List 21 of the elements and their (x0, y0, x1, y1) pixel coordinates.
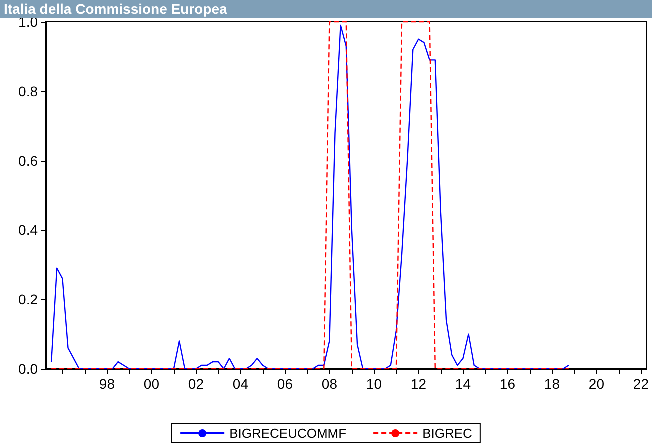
x-tick-label: 16 (500, 376, 516, 392)
x-tick-label: 04 (232, 376, 249, 392)
x-tick-label: 10 (366, 376, 382, 392)
y-tick-label: 0.6 (18, 152, 38, 169)
x-tick-label: 02 (188, 376, 204, 392)
x-tick-label: 12 (410, 376, 427, 392)
chart-title: Italia della Commissione Europea (0, 0, 652, 18)
y-tick-label: 0.0 (18, 361, 38, 377)
x-tick-label: 22 (633, 376, 650, 392)
x-tick-label: 14 (455, 376, 472, 392)
x-tick-label: 08 (322, 376, 338, 392)
y-tick-label: 0.4 (18, 222, 38, 238)
y-tick-label: 0.8 (18, 83, 38, 100)
legend-label: BIGREC (422, 426, 472, 441)
x-tick-label: 06 (277, 376, 294, 392)
legend-label: BIGRECEUCOMMF (230, 426, 347, 441)
x-tick-label: 98 (99, 376, 116, 392)
y-tick-label: 0.2 (18, 292, 38, 308)
x-tick-label: 18 (544, 376, 560, 392)
x-tick-label: 00 (144, 376, 160, 392)
x-tick-label: 20 (588, 376, 605, 392)
